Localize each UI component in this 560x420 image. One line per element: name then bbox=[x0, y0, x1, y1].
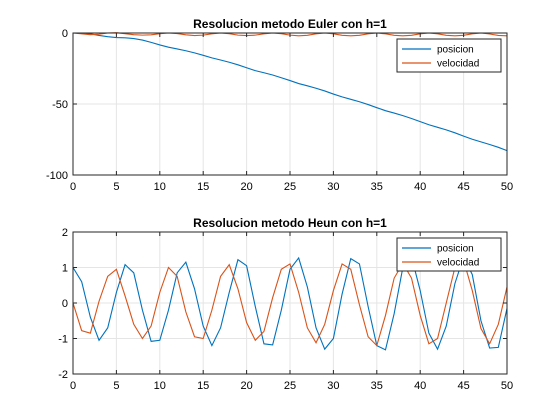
x-tick-label: 0 bbox=[70, 181, 76, 193]
legend-label: velocidad bbox=[437, 59, 479, 70]
x-tick-label: 10 bbox=[154, 380, 166, 392]
y-tick-label: -100 bbox=[46, 170, 68, 182]
legend-label: posicion bbox=[437, 244, 474, 255]
x-tick-label: 15 bbox=[197, 181, 209, 193]
y-tick-label: -1 bbox=[58, 334, 68, 346]
x-tick-label: 20 bbox=[240, 380, 252, 392]
legend: posicion velocidad bbox=[396, 237, 502, 272]
heun-chart: 0 5 10 15 20 25 30 35 40 45 50 -2 -1 0 1 2 Resolucion me… bbox=[58, 216, 513, 392]
x-tick-label: 40 bbox=[414, 181, 426, 193]
legend: posicion velocidad bbox=[396, 38, 502, 73]
y-tick-label: 1 bbox=[62, 263, 68, 275]
x-tick-label: 30 bbox=[327, 380, 339, 392]
x-tick-label: 45 bbox=[457, 380, 469, 392]
y-tick-label: -50 bbox=[52, 99, 68, 111]
x-tick-label: 35 bbox=[371, 380, 383, 392]
x-tick-label: 20 bbox=[240, 181, 252, 193]
x-tick-label: 30 bbox=[327, 181, 339, 193]
series-line-velocidad bbox=[72, 259, 508, 347]
x-tick-label: 10 bbox=[154, 181, 166, 193]
x-tick-label: 35 bbox=[371, 181, 383, 193]
x-tick-label: 5 bbox=[113, 380, 119, 392]
x-tick-label: 50 bbox=[501, 181, 513, 193]
x-tick-label: 0 bbox=[70, 380, 76, 392]
series-line-posicion bbox=[73, 32, 508, 152]
x-tick-label: 25 bbox=[284, 181, 296, 193]
legend-label: velocidad bbox=[437, 258, 479, 269]
x-tick-label: 40 bbox=[414, 380, 426, 392]
x-tick-label: 5 bbox=[113, 181, 119, 193]
legend-label: posicion bbox=[437, 45, 474, 56]
chart-title: Resolucion metodo Heun con h=1 bbox=[193, 216, 387, 230]
x-tick-label: 15 bbox=[197, 380, 209, 392]
chart-title: Resolucion metodo Euler con h=1 bbox=[193, 17, 387, 31]
x-tick-label: 45 bbox=[457, 181, 469, 193]
x-tick-label: 50 bbox=[501, 380, 513, 392]
legend-box bbox=[396, 237, 502, 272]
legend-box bbox=[396, 38, 502, 73]
series-line-posicion bbox=[72, 255, 508, 351]
y-tick-label: -2 bbox=[58, 369, 68, 381]
x-tick-label: 25 bbox=[284, 380, 296, 392]
y-tick-label: 0 bbox=[62, 298, 68, 310]
y-tick-label: 0 bbox=[62, 28, 68, 40]
euler-chart: 0 5 10 15 20 25 30 35 40 45 50 -100 -50 0 Resolucion m… bbox=[46, 17, 513, 193]
y-tick-label: 2 bbox=[62, 227, 68, 239]
